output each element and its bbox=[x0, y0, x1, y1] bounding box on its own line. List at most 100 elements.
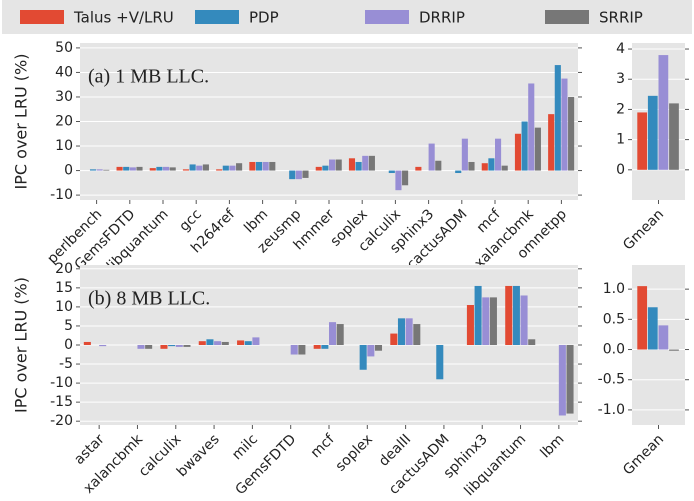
y-tick-label: -10 bbox=[50, 375, 73, 391]
bar bbox=[249, 161, 256, 171]
bar bbox=[415, 166, 422, 171]
bar bbox=[302, 170, 309, 178]
bar bbox=[96, 169, 103, 171]
bar bbox=[137, 345, 145, 349]
legend-label: Talus +V/LRU bbox=[73, 9, 174, 27]
bar bbox=[313, 345, 321, 349]
bar bbox=[669, 103, 679, 170]
bar bbox=[290, 345, 298, 355]
bar bbox=[335, 159, 342, 171]
bar bbox=[289, 170, 296, 180]
y-tick-label: 10 bbox=[55, 299, 73, 315]
bar bbox=[129, 167, 136, 171]
y-tick-label: 0.5 bbox=[603, 311, 625, 327]
bar bbox=[329, 322, 337, 345]
bar bbox=[222, 165, 229, 171]
bar bbox=[362, 155, 369, 171]
bar bbox=[229, 165, 236, 171]
y-tick-label: 0 bbox=[64, 337, 73, 353]
legend-label: PDP bbox=[249, 9, 279, 27]
bar bbox=[216, 169, 223, 171]
bar bbox=[390, 333, 398, 345]
bar bbox=[669, 349, 679, 351]
bar bbox=[269, 161, 276, 171]
bar bbox=[637, 286, 648, 350]
bar bbox=[512, 285, 520, 345]
y-tick-label: 20 bbox=[55, 114, 73, 130]
bar bbox=[329, 159, 336, 171]
y-tick-label: -0.5 bbox=[598, 372, 625, 388]
bar bbox=[374, 345, 383, 351]
y-tick-label: 5 bbox=[64, 318, 73, 334]
legend-swatch bbox=[195, 10, 239, 24]
bar bbox=[83, 341, 91, 345]
bar bbox=[658, 325, 669, 350]
bar bbox=[658, 55, 669, 170]
bar bbox=[295, 170, 302, 180]
y-tick-label: -15 bbox=[50, 394, 73, 410]
bar bbox=[461, 138, 468, 171]
bar bbox=[505, 285, 513, 345]
y-tick-label: 50 bbox=[55, 40, 73, 56]
bar bbox=[149, 168, 156, 171]
legend-swatch bbox=[365, 10, 409, 24]
y-tick-label: 4 bbox=[616, 41, 625, 57]
bar bbox=[255, 161, 263, 171]
bar bbox=[160, 345, 168, 349]
bar bbox=[367, 345, 375, 357]
bar bbox=[103, 169, 110, 171]
bar bbox=[514, 133, 522, 171]
bar bbox=[221, 341, 229, 345]
bar bbox=[647, 307, 658, 350]
bar bbox=[548, 114, 555, 171]
bar bbox=[647, 95, 658, 170]
y-tick-label: -1.0 bbox=[598, 402, 625, 418]
y-tick-label: 2 bbox=[616, 101, 625, 117]
bar bbox=[123, 166, 130, 171]
bar bbox=[202, 164, 209, 171]
bar bbox=[237, 340, 245, 345]
bar bbox=[214, 341, 222, 345]
bar bbox=[534, 127, 541, 171]
y-tick-label: 0 bbox=[64, 163, 73, 179]
y-tick-label: 20 bbox=[55, 261, 73, 277]
bar bbox=[99, 345, 107, 347]
bar bbox=[521, 121, 528, 171]
bar bbox=[168, 345, 176, 347]
legend-swatch bbox=[545, 10, 589, 24]
y-axis-label: IPC over LRU (%) bbox=[12, 277, 31, 413]
bar bbox=[405, 318, 413, 345]
y-tick-label: 10 bbox=[55, 138, 73, 154]
bar bbox=[163, 166, 170, 171]
bar bbox=[236, 163, 243, 171]
bar bbox=[482, 297, 490, 345]
bar bbox=[395, 170, 402, 191]
bar bbox=[436, 345, 444, 380]
legend-label: SRRIP bbox=[599, 9, 643, 27]
bar bbox=[413, 324, 421, 345]
bar bbox=[169, 167, 176, 171]
y-axis-label: IPC over LRU (%) bbox=[12, 54, 31, 190]
bar bbox=[348, 158, 356, 171]
bar bbox=[488, 158, 495, 171]
bar bbox=[489, 297, 497, 345]
y-tick-label: -5 bbox=[59, 356, 73, 372]
bar bbox=[368, 155, 375, 171]
bar bbox=[189, 164, 196, 171]
y-tick-label: -10 bbox=[50, 187, 73, 203]
bar bbox=[183, 345, 191, 347]
bar bbox=[315, 166, 322, 171]
y-tick-label: 15 bbox=[55, 280, 73, 296]
bar bbox=[196, 165, 203, 171]
bar bbox=[528, 339, 536, 345]
bar bbox=[321, 345, 329, 349]
y-tick-label: 1 bbox=[616, 132, 625, 148]
bar bbox=[495, 138, 502, 171]
bar bbox=[145, 345, 153, 349]
bar bbox=[637, 112, 648, 170]
bar bbox=[175, 345, 183, 347]
bar bbox=[397, 318, 406, 345]
bar bbox=[298, 345, 306, 355]
bar bbox=[466, 305, 474, 345]
bar bbox=[336, 324, 344, 345]
